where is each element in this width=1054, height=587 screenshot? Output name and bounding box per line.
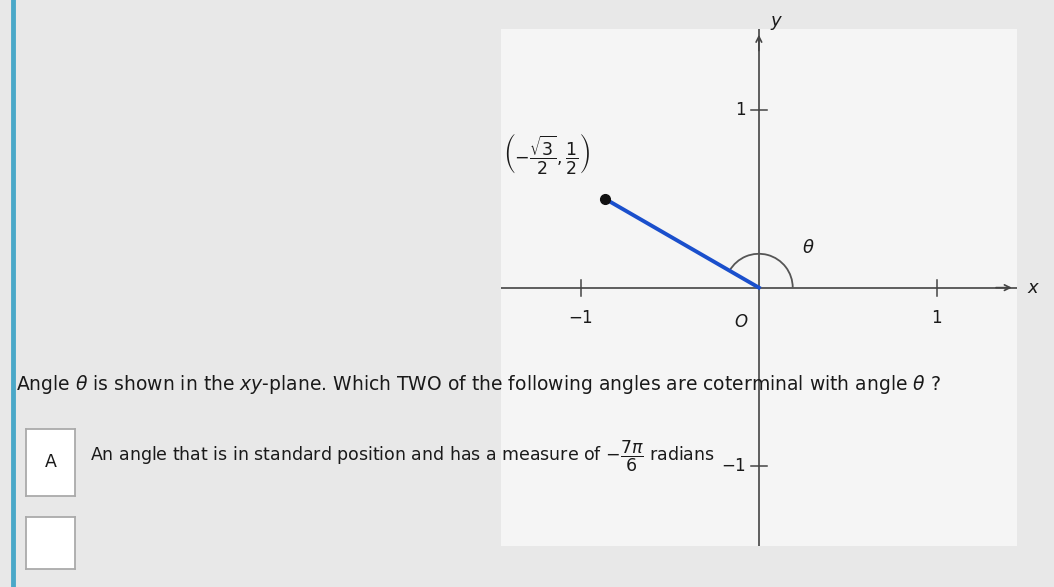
Text: $y$: $y$: [769, 14, 783, 32]
Text: $\left(-\dfrac{\sqrt{3}}{2},\dfrac{1}{2}\right)$: $\left(-\dfrac{\sqrt{3}}{2},\dfrac{1}{2}…: [504, 132, 590, 177]
Text: A: A: [44, 453, 57, 471]
Text: An angle that is in standard position and has a measure of $-\dfrac{7\pi}{6}$ ra: An angle that is in standard position an…: [90, 439, 715, 474]
Text: $-1$: $-1$: [568, 309, 593, 327]
Text: $1$: $1$: [736, 100, 746, 119]
Text: $-1$: $-1$: [721, 457, 746, 475]
Text: $\theta$: $\theta$: [802, 239, 815, 257]
Text: Angle $\theta$ is shown in the $xy$-plane. Which TWO of the following angles are: Angle $\theta$ is shown in the $xy$-plan…: [16, 373, 941, 396]
Text: $1$: $1$: [932, 309, 942, 327]
Text: $O$: $O$: [734, 312, 748, 330]
Text: $x$: $x$: [1027, 279, 1040, 296]
